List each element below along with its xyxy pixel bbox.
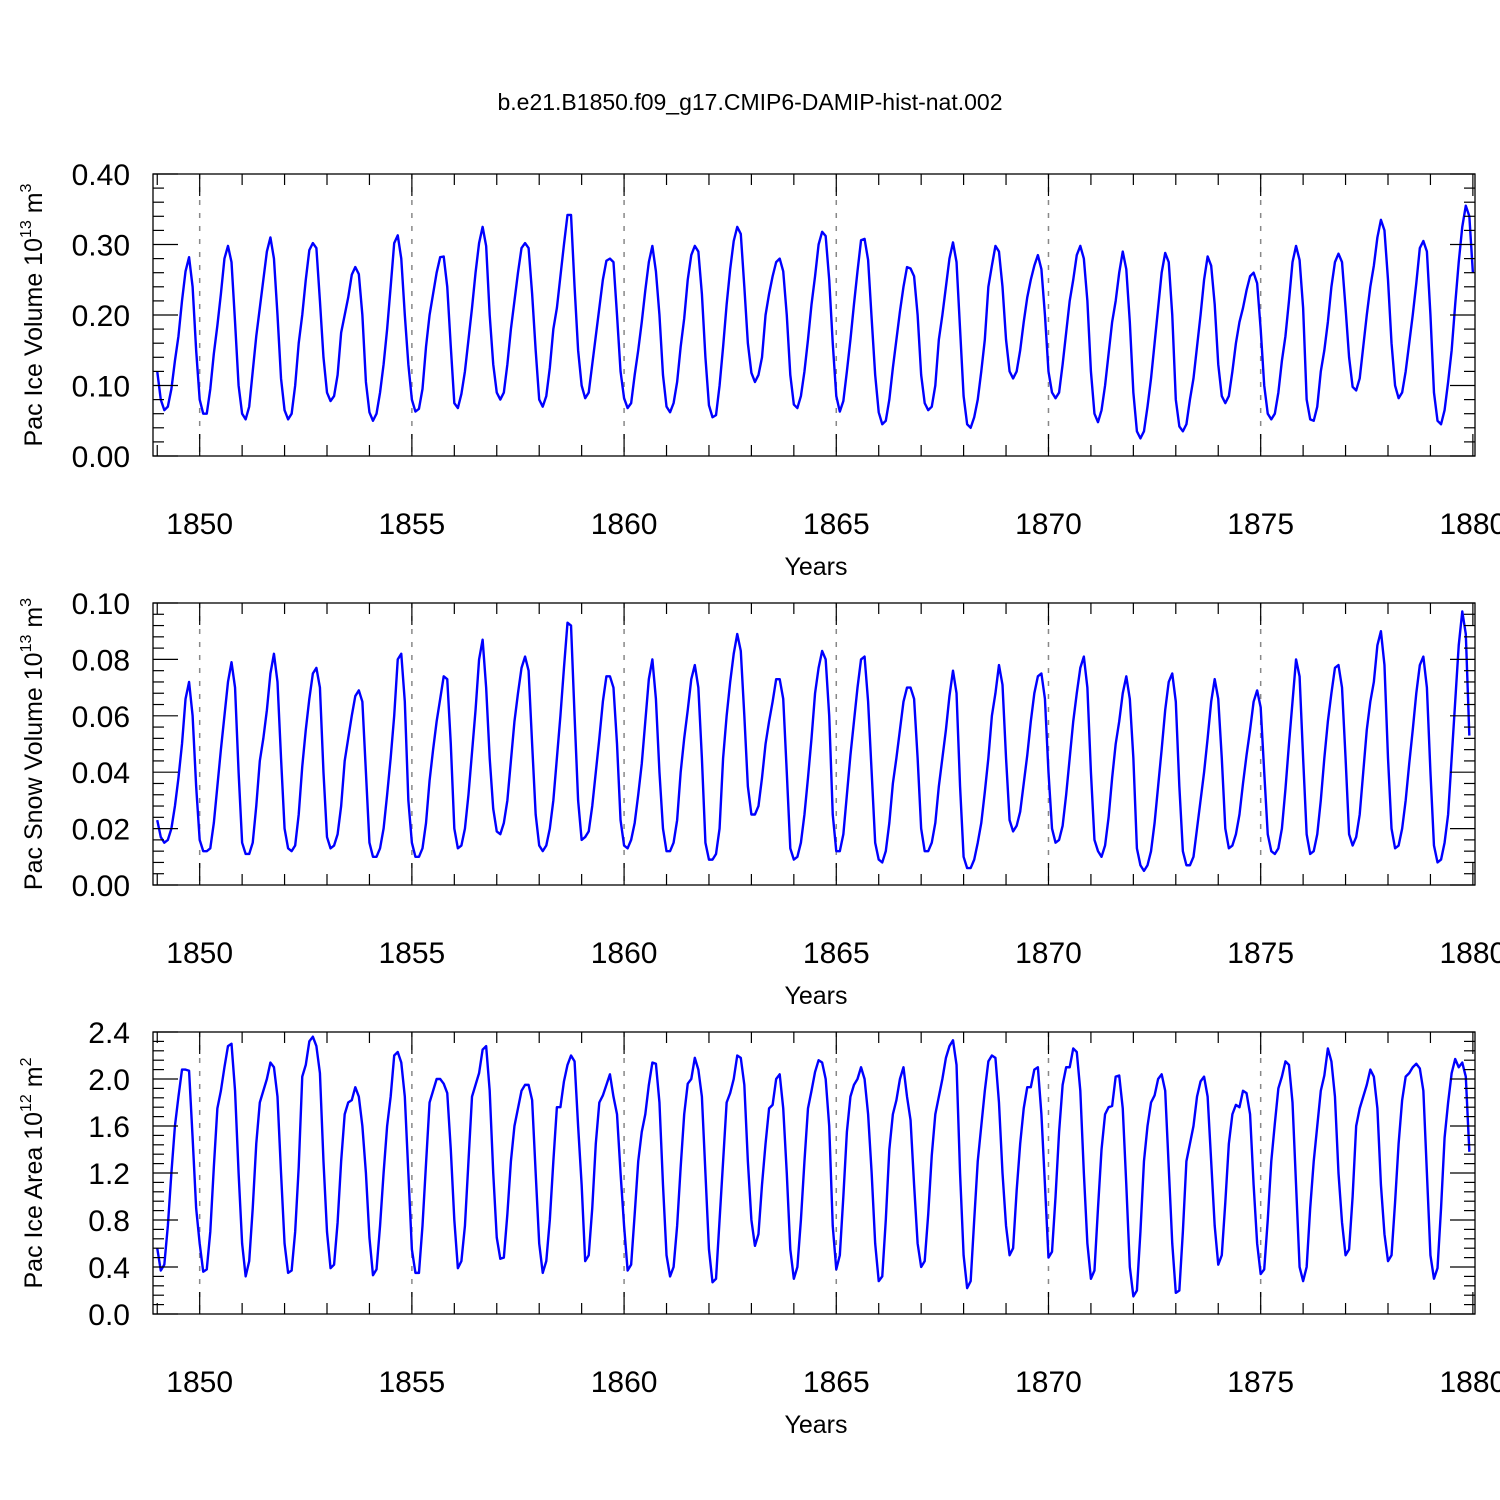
- y-axis-label-base: Pac Ice Area 10: [20, 1112, 48, 1289]
- chart-panel-1: 1850 1855 1860 1865 1870 1875 1880 Years 0.00 0.1…: [18, 159, 1500, 581]
- x-tick-label: 1865: [803, 1366, 870, 1399]
- x-tick-label: 1855: [379, 508, 446, 541]
- y-tick-label: 0.08: [72, 644, 130, 677]
- y-axis-label-unit-exp: 2: [18, 1057, 35, 1066]
- x-tick-label: 1850: [166, 1366, 233, 1399]
- y-axis-label: Pac Snow Volume 1013 m3: [18, 598, 48, 890]
- y-tick-label: 0.10: [72, 588, 130, 621]
- y-tick-label: 0.0: [88, 1299, 130, 1332]
- x-tick-label: 1855: [379, 937, 446, 970]
- x-tick-label: 1880: [1440, 937, 1500, 970]
- chart-panel-3: 1850 1855 1860 1865 1870 1875 1880 Years 0.0 0.4 0…: [18, 1017, 1500, 1439]
- x-tick-label: 1850: [166, 937, 233, 970]
- y-axis-label-unit: m: [20, 192, 48, 220]
- figure-title: b.e21.B1850.f09_g17.CMIP6-DAMIP-hist-nat…: [497, 89, 1002, 115]
- y-tick-label: 1.6: [88, 1111, 130, 1144]
- y-axis-label-exp: 13: [18, 220, 35, 238]
- x-tick-label: 1855: [379, 1366, 446, 1399]
- x-tick-label: 1875: [1227, 937, 1294, 970]
- y-axis-label-unit-exp: 3: [18, 183, 35, 192]
- y-tick-label: 0.20: [72, 300, 130, 333]
- x-tick-label: 1865: [803, 937, 870, 970]
- y-tick-label: 0.04: [72, 757, 130, 790]
- y-axis-label-exp: 12: [18, 1094, 35, 1112]
- x-tick-label: 1860: [591, 937, 658, 970]
- y-tick-label: 1.2: [88, 1158, 130, 1191]
- series-line: [156, 610, 1471, 873]
- y-tick-label: 0.10: [72, 371, 130, 404]
- y-tick-label: 0.00: [72, 870, 130, 903]
- x-tick-label: 1875: [1227, 508, 1294, 541]
- y-axis-label-unit-exp: 3: [18, 598, 35, 607]
- x-tick-label: 1850: [166, 508, 233, 541]
- x-tick-label: 1870: [1015, 937, 1082, 970]
- y-tick-label: 0.02: [72, 814, 130, 847]
- plot-frame: [152, 602, 1476, 886]
- y-axis-label: Pac Ice Volume 1013 m3: [18, 183, 48, 446]
- y-tick-label: 2.0: [88, 1064, 130, 1097]
- x-axis-label: Years: [784, 1411, 847, 1439]
- y-axis-label: Pac Ice Area 1012 m2: [18, 1057, 48, 1288]
- x-tick-label: 1860: [591, 508, 658, 541]
- y-tick-label: 2.4: [88, 1017, 130, 1050]
- y-axis-label-unit: m: [20, 1066, 48, 1094]
- y-axis-label-base: Pac Ice Volume 10: [20, 238, 48, 446]
- x-tick-label: 1880: [1440, 1366, 1500, 1399]
- x-tick-label: 1870: [1015, 1366, 1082, 1399]
- y-tick-label: 0.30: [72, 230, 130, 263]
- chart-panel-2: 1850 1855 1860 1865 1870 1875 1880 Years 0.00 0.0…: [18, 588, 1500, 1010]
- x-tick-label: 1880: [1440, 508, 1500, 541]
- x-axis-label: Years: [784, 982, 847, 1010]
- y-tick-label: 0.4: [88, 1252, 130, 1285]
- y-tick-label: 0.40: [72, 159, 130, 192]
- series-line: [156, 1035, 1471, 1298]
- x-tick-label: 1865: [803, 508, 870, 541]
- x-tick-label: 1870: [1015, 508, 1082, 541]
- y-tick-label: 0.8: [88, 1205, 130, 1238]
- x-tick-label: 1860: [591, 1366, 658, 1399]
- y-axis-label-exp: 13: [18, 635, 35, 653]
- y-axis-label-unit: m: [20, 607, 48, 635]
- y-axis-label-base: Pac Snow Volume 10: [20, 652, 48, 890]
- y-tick-label: 0.00: [72, 441, 130, 474]
- series-line: [156, 204, 1475, 440]
- x-axis-label: Years: [784, 553, 847, 581]
- x-tick-label: 1875: [1227, 1366, 1294, 1399]
- y-tick-label: 0.06: [72, 701, 130, 734]
